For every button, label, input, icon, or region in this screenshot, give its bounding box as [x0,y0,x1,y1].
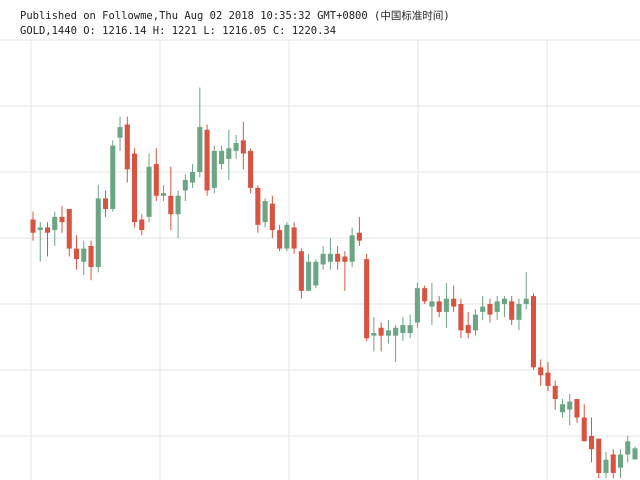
candle-body [110,145,116,209]
chart-title: Published on Followme,Thu Aug 02 2018 10… [20,9,450,22]
candle-body [538,367,544,376]
candle-body [581,417,587,442]
candle-body [313,261,319,286]
candle-body [226,148,232,159]
candle-body [356,232,362,241]
candle-body [88,245,94,268]
candle-body [436,301,442,312]
candle-body [175,195,181,215]
candle-body [146,166,152,217]
candle-body [124,124,130,170]
candle-body [588,435,595,450]
candle-body [400,325,406,334]
candle-body [472,314,478,331]
candle-body [298,251,304,291]
candle-body [139,219,145,231]
candle-body [364,259,370,339]
candle-body [443,298,449,312]
candle-body [625,441,631,455]
candle-body [393,327,399,336]
candle-body [632,448,638,460]
candle-body [559,404,566,413]
candle-body [407,325,413,334]
candle-body [509,301,515,320]
candle-body [545,372,551,386]
candle-body [335,253,341,262]
candle-body [574,399,580,418]
candle-body [73,248,80,260]
candle-body [168,195,174,215]
candle-body [342,256,348,262]
candle-body [197,127,203,172]
candle-body [190,171,196,183]
candle-body [552,385,558,400]
candle-body [95,198,101,268]
candle-body [451,298,457,307]
candle-body [284,224,290,249]
candle-body [30,219,36,233]
candle-body [262,201,268,223]
candle-body [501,298,507,304]
candle-body [52,216,58,231]
candle-body [255,187,261,225]
candle-body [596,438,602,473]
candle-body [320,253,326,265]
candle-body [487,303,493,315]
candle-body [480,306,486,312]
candle-body [371,333,377,336]
candle-body [248,150,254,188]
candle-body [516,303,522,320]
candle-body [349,235,355,262]
candle-body [465,325,471,334]
candle-body [494,301,500,312]
candle-body [117,127,123,138]
chart-subtitle: GOLD,1440 O: 1216.14 H: 1221 L: 1216.05 … [20,25,336,37]
candle-body [327,253,333,262]
candle-body [59,216,65,223]
candle-body [66,208,72,249]
candle-body [603,459,609,473]
candle-body [530,296,536,368]
candle-body [211,150,217,188]
candle-body [523,298,529,304]
candle-body [182,179,188,191]
candle-body [414,288,420,323]
candle-body [422,288,428,302]
candle-body [458,303,464,331]
candle-body [378,327,384,336]
candle-body [161,193,167,196]
candle-body [240,140,246,154]
candle-body [219,150,225,165]
candle-body [81,248,87,262]
candle-body [567,401,573,410]
candle-body [37,227,43,231]
candle-body [102,198,109,209]
candle-body [385,330,391,336]
candle-body [306,261,312,291]
candle-body [617,454,624,468]
candle-body [204,129,210,191]
candle-body [132,153,138,223]
candle-body [610,454,616,473]
candle-body [429,301,435,307]
candle-body [291,227,297,249]
candles [30,87,638,479]
candle-body [269,203,275,231]
candle-body [277,230,283,249]
candle-body [153,164,159,196]
candle-body [44,227,51,233]
candle-body [233,142,239,151]
vertical-grid [30,40,548,480]
